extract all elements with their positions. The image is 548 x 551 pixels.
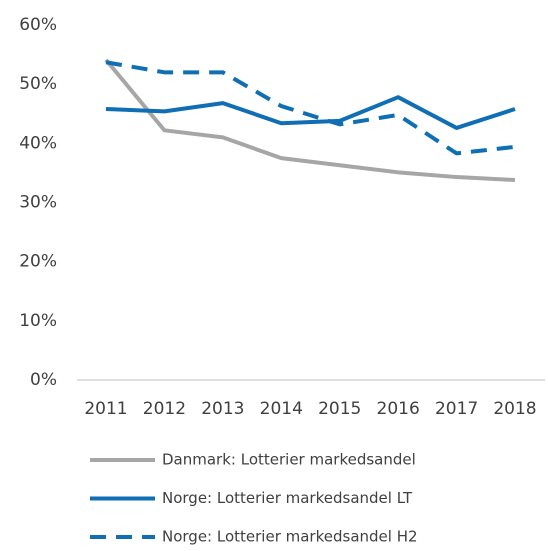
x-tick-label: 2014 [260, 399, 303, 419]
x-tick-label: 2016 [377, 399, 420, 419]
x-tick-label: 2018 [493, 399, 536, 419]
y-tick-label: 50% [19, 74, 57, 94]
x-tick-label: 2015 [318, 399, 361, 419]
y-tick-label: 30% [19, 193, 57, 213]
y-tick-label: 60% [19, 15, 57, 35]
x-tick-label: 2013 [201, 399, 244, 419]
legend-label: Danmark: Lotterier markedsandel [162, 451, 416, 469]
series-line [105, 95, 516, 130]
series-line [104, 58, 516, 183]
x-tick-label: 2011 [84, 399, 127, 419]
legend-label: Norge: Lotterier markedsandel LT [162, 489, 413, 507]
x-tick-label: 2012 [143, 399, 186, 419]
y-tick-label: 10% [19, 311, 57, 331]
series-line [105, 60, 516, 156]
y-tick-label: 40% [19, 133, 57, 153]
x-tick-label: 2017 [435, 399, 478, 419]
y-tick-label: 20% [19, 252, 57, 272]
legend-label: Norge: Lotterier markedsandel H2 [162, 528, 418, 546]
y-tick-label: 0% [30, 370, 57, 390]
